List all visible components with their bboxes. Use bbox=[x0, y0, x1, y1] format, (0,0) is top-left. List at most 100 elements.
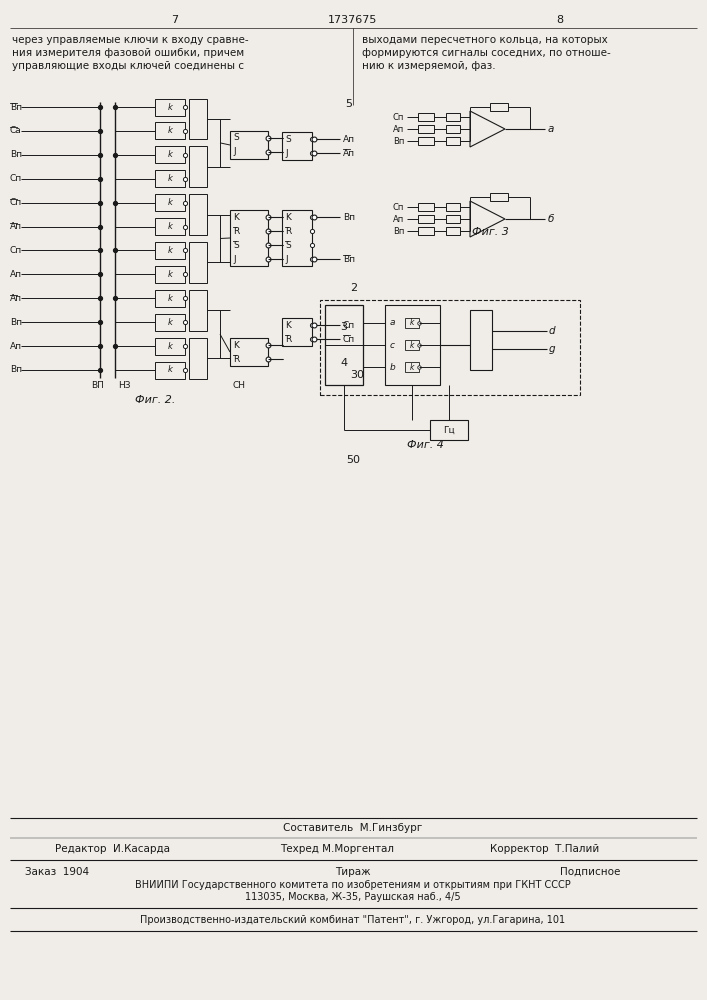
Text: Сп: Сп bbox=[393, 112, 404, 121]
Text: нию к измеряемой, фаз.: нию к измеряемой, фаз. bbox=[362, 61, 496, 71]
Text: 7: 7 bbox=[171, 15, 179, 25]
Text: k: k bbox=[410, 340, 414, 350]
Bar bbox=[155, 122, 185, 139]
Text: Ап: Ап bbox=[10, 270, 22, 279]
Text: Ап: Ап bbox=[393, 124, 404, 133]
Bar bbox=[189, 194, 207, 235]
Text: R: R bbox=[285, 334, 291, 344]
Bar bbox=[189, 242, 207, 283]
Text: Подписное: Подписное bbox=[560, 867, 620, 877]
Text: Тираж: Тираж bbox=[335, 867, 370, 877]
Text: Фиг. 3: Фиг. 3 bbox=[472, 227, 508, 237]
Text: k: k bbox=[168, 126, 173, 135]
Text: Вп: Вп bbox=[393, 227, 404, 235]
Text: k: k bbox=[168, 246, 173, 255]
Bar bbox=[385, 305, 440, 385]
Text: k: k bbox=[410, 318, 414, 327]
Bar bbox=[189, 338, 207, 378]
Text: S: S bbox=[233, 240, 239, 249]
Text: Вп: Вп bbox=[343, 213, 355, 222]
Text: k: k bbox=[168, 318, 173, 327]
Text: Гц: Гц bbox=[443, 426, 455, 434]
Text: Сп: Сп bbox=[343, 320, 355, 330]
Text: k: k bbox=[168, 103, 173, 111]
Text: S: S bbox=[233, 133, 239, 142]
Bar bbox=[320, 300, 580, 395]
Text: выходами пересчетного кольца, на которых: выходами пересчетного кольца, на которых bbox=[362, 35, 608, 45]
Text: Вп: Вп bbox=[10, 318, 22, 327]
Bar bbox=[325, 305, 363, 385]
Text: g: g bbox=[549, 344, 556, 354]
Text: через управляемые ключи к входу сравне-: через управляемые ключи к входу сравне- bbox=[12, 35, 249, 45]
Text: формируются сигналы соседних, по отноше-: формируются сигналы соседних, по отноше- bbox=[362, 48, 611, 58]
Text: J: J bbox=[233, 254, 235, 263]
Text: 4: 4 bbox=[341, 358, 348, 368]
Bar bbox=[490, 103, 508, 111]
Text: ВП: ВП bbox=[92, 380, 105, 389]
Bar bbox=[155, 146, 185, 163]
Text: СН: СН bbox=[233, 380, 246, 389]
Text: Ап: Ап bbox=[343, 148, 355, 157]
Text: k: k bbox=[168, 365, 173, 374]
Text: Вп: Вп bbox=[393, 136, 404, 145]
Bar bbox=[446, 227, 460, 235]
Text: ВНИИПИ Государственного комитета по изобретениям и открытиям при ГКНТ СССР: ВНИИПИ Государственного комитета по изоб… bbox=[135, 880, 571, 890]
Bar bbox=[405, 340, 419, 350]
Text: ния измерителя фазовой ошибки, причем: ния измерителя фазовой ошибки, причем bbox=[12, 48, 244, 58]
Text: Вп: Вп bbox=[10, 150, 22, 159]
Text: Сп: Сп bbox=[10, 246, 22, 255]
Text: 5: 5 bbox=[345, 99, 352, 109]
Text: Сп: Сп bbox=[10, 198, 22, 207]
Text: k: k bbox=[168, 294, 173, 303]
Text: K: K bbox=[285, 213, 291, 222]
Text: 30: 30 bbox=[350, 370, 364, 380]
Bar bbox=[282, 210, 312, 266]
Bar bbox=[470, 310, 492, 370]
Text: Ап: Ап bbox=[343, 134, 355, 143]
Text: Фиг. 4: Фиг. 4 bbox=[407, 440, 443, 450]
Text: b: b bbox=[390, 363, 396, 372]
Text: Ап: Ап bbox=[10, 222, 22, 231]
Text: R: R bbox=[233, 227, 239, 235]
Bar bbox=[155, 361, 185, 378]
Bar bbox=[155, 242, 185, 259]
Text: k: k bbox=[410, 363, 414, 372]
Text: J: J bbox=[285, 254, 288, 263]
Text: 113035, Москва, Ж-35, Раушская наб., 4/5: 113035, Москва, Ж-35, Раушская наб., 4/5 bbox=[245, 892, 461, 902]
Text: R: R bbox=[285, 227, 291, 235]
Text: K: K bbox=[233, 340, 239, 350]
Bar bbox=[405, 318, 419, 328]
Text: 1737675: 1737675 bbox=[328, 15, 378, 25]
Bar bbox=[155, 194, 185, 211]
Text: S: S bbox=[285, 134, 291, 143]
Bar bbox=[230, 131, 268, 159]
Text: Заказ  1904: Заказ 1904 bbox=[25, 867, 89, 877]
Text: K: K bbox=[285, 320, 291, 330]
Bar bbox=[446, 215, 460, 223]
Text: 3: 3 bbox=[341, 322, 348, 332]
Bar bbox=[155, 338, 185, 355]
Text: Сп: Сп bbox=[393, 202, 404, 212]
Bar bbox=[155, 170, 185, 187]
Bar bbox=[446, 125, 460, 133]
Text: Техред М.Моргентал: Техред М.Моргентал bbox=[280, 844, 394, 854]
Text: Составитель  М.Гинзбург: Составитель М.Гинзбург bbox=[284, 823, 423, 833]
Bar bbox=[189, 290, 207, 331]
Bar bbox=[230, 210, 268, 266]
Text: Ап: Ап bbox=[10, 342, 22, 351]
Text: Сп: Сп bbox=[10, 174, 22, 183]
Text: k: k bbox=[168, 222, 173, 231]
Bar bbox=[155, 314, 185, 331]
Text: Фиг. 2.: Фиг. 2. bbox=[135, 395, 175, 405]
Text: S: S bbox=[285, 240, 291, 249]
Text: Производственно-издательский комбинат "Патент", г. Ужгород, ул.Гагарина, 101: Производственно-издательский комбинат "П… bbox=[141, 915, 566, 925]
Text: Вп: Вп bbox=[343, 254, 355, 263]
Text: 50: 50 bbox=[346, 455, 360, 465]
Bar bbox=[155, 266, 185, 283]
Bar bbox=[430, 420, 468, 440]
Bar bbox=[418, 113, 434, 121]
Text: c: c bbox=[390, 340, 395, 350]
Text: k: k bbox=[168, 198, 173, 207]
Bar bbox=[418, 137, 434, 145]
Text: Ап: Ап bbox=[393, 215, 404, 224]
